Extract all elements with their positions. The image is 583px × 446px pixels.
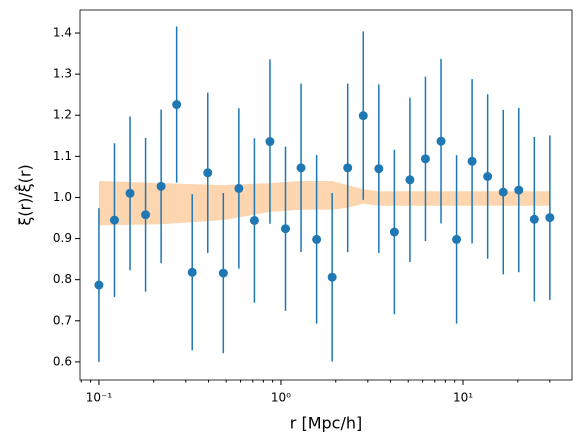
point — [296, 163, 306, 173]
point — [343, 163, 353, 173]
y-tick-label: 0.6 — [53, 354, 72, 368]
point — [436, 136, 446, 146]
point — [234, 183, 244, 193]
point — [218, 268, 228, 278]
plot-frame — [79, 9, 573, 381]
point — [452, 234, 462, 244]
band — [98, 181, 550, 226]
point — [141, 210, 151, 220]
y-axis-title: ξ(r)/ξ̂(r) — [15, 164, 35, 225]
point — [312, 234, 322, 244]
point — [156, 181, 166, 191]
point — [327, 272, 337, 282]
point — [389, 227, 399, 237]
point — [529, 214, 539, 224]
y-tick-label: 0.7 — [53, 313, 72, 327]
y-tick-label: 0.9 — [53, 231, 72, 245]
point — [467, 156, 477, 166]
point — [203, 168, 213, 178]
x-tick-label: 10¹ — [453, 391, 473, 405]
point — [514, 185, 524, 195]
x-axis-title: r [Mpc/h] — [290, 414, 362, 433]
y-tick-label: 1.0 — [53, 190, 72, 204]
y-tick-label: 1.2 — [53, 108, 72, 122]
point — [172, 100, 182, 110]
point — [187, 267, 197, 277]
point — [265, 137, 275, 147]
point — [420, 154, 430, 164]
point — [249, 215, 259, 225]
point — [109, 215, 119, 225]
y-tick-label: 0.8 — [53, 272, 72, 286]
point — [545, 213, 555, 223]
y-tick-label: 1.4 — [53, 26, 72, 40]
point — [498, 187, 508, 197]
point — [281, 224, 291, 234]
point — [483, 172, 493, 181]
y-tick-label: 1.3 — [53, 67, 72, 81]
point — [94, 280, 104, 290]
point — [125, 188, 135, 198]
point — [358, 111, 368, 121]
x-tick-label: 10⁰ — [271, 391, 291, 405]
point — [405, 175, 415, 185]
y-tick-label: 1.1 — [53, 149, 72, 163]
x-tick-label: 10⁻¹ — [86, 391, 113, 405]
point — [374, 164, 384, 174]
